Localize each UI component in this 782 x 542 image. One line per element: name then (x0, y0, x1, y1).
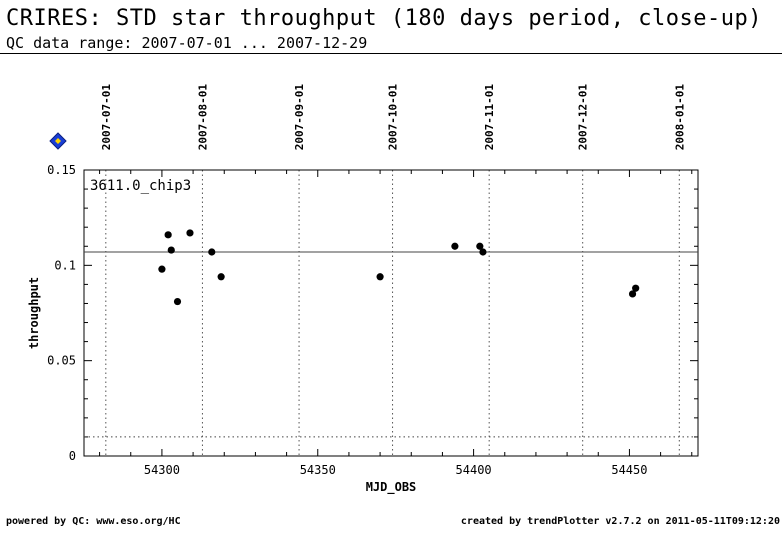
reference-lines (84, 251, 698, 438)
data-point (173, 297, 182, 306)
panel-label: 3611.0_chip3 (90, 178, 191, 194)
date-tick-label: 2007-09-01 (293, 84, 306, 151)
data-point (186, 229, 194, 237)
data-point (628, 290, 637, 298)
footer-powered-by: powered by QC: www.eso.org/HC (6, 516, 181, 527)
plot-frame (83, 169, 699, 457)
axis-ticks: 54300 54350 54400 54450 0 0.05 0.1 0.15 (47, 163, 698, 477)
x-axis-label: MJD_OBS (366, 480, 417, 495)
date-tick-label: 2007-11-01 (483, 84, 496, 151)
footer-created-by: created by trendPlotter v2.7.2 on 2011-0… (460, 516, 780, 527)
date-tick-label: 2007-12-01 (577, 84, 590, 151)
x-tick-label: 54300 (144, 463, 180, 477)
date-tick-label: 2008-01-01 (673, 84, 686, 151)
x-tick-label: 54400 (456, 463, 492, 477)
data-point (476, 242, 484, 250)
page-subtitle: QC data range: 2007-07-01 ... 2007-12-29 (6, 34, 368, 52)
y-tick-label: 0.15 (47, 163, 76, 177)
y-axis-label: throughput (27, 277, 41, 349)
data-point (376, 273, 384, 281)
data-point (158, 265, 166, 273)
date-grid (105, 170, 680, 456)
date-tick-label: 2007-10-01 (387, 84, 400, 151)
date-tick-labels: 2007-07-01 2007-08-01 2007-09-01 2007-10-01… (100, 84, 686, 151)
y-tick-label: 0.1 (54, 258, 76, 272)
x-tick-label: 54450 (611, 463, 647, 477)
data-points (158, 229, 640, 306)
date-tick-label: 2007-08-01 (196, 84, 209, 151)
header-divider (0, 53, 782, 54)
data-point (479, 248, 487, 256)
data-point (208, 248, 216, 256)
date-tick-label: 2007-07-01 (100, 84, 113, 151)
data-point (451, 242, 459, 250)
diamond-icon (49, 132, 67, 150)
y-tick-label: 0.05 (47, 354, 76, 368)
x-tick-label: 54350 (300, 463, 336, 477)
data-point (632, 284, 640, 292)
data-point (217, 273, 225, 281)
y-tick-label: 0 (69, 449, 76, 463)
page-title: CRIRES: STD star throughput (180 days pe… (6, 6, 762, 31)
data-point (164, 231, 172, 239)
data-point (167, 246, 175, 254)
